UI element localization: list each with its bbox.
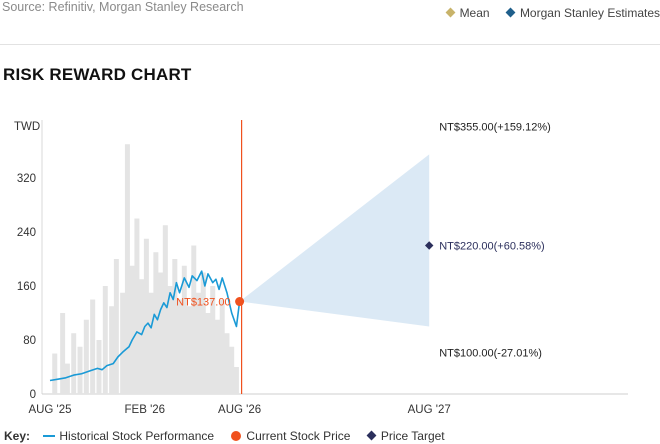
volume-bar xyxy=(229,346,235,394)
volume-bar xyxy=(134,218,140,394)
volume-bar xyxy=(71,333,77,394)
volume-bar xyxy=(172,259,178,394)
volume-bar xyxy=(124,144,130,394)
volume-bar xyxy=(102,286,108,394)
projection-cone xyxy=(239,154,430,327)
volume-bar xyxy=(210,286,216,394)
y-axis-label: TWD xyxy=(14,121,40,133)
key-historical-label: Historical Stock Performance xyxy=(59,429,215,443)
current-price-label: NT$137.00 xyxy=(176,297,230,309)
volume-bar xyxy=(64,363,70,394)
chart-key: Key: Historical Stock Performance Curren… xyxy=(4,429,459,443)
y-tick-label: 0 xyxy=(30,389,36,401)
volume-bar xyxy=(109,306,115,394)
volume-bar xyxy=(186,306,192,394)
volume-bar xyxy=(129,265,135,394)
y-tick-label: 240 xyxy=(17,227,36,239)
volume-bar xyxy=(191,245,197,394)
volume-bar xyxy=(233,367,239,394)
x-tick-label: AUG '25 xyxy=(28,404,71,416)
price-target-diamond xyxy=(424,241,434,250)
key-current-label: Current Stock Price xyxy=(246,429,351,443)
volume-bar xyxy=(90,299,96,394)
volume-bar xyxy=(148,292,154,394)
x-tick-label: AUG '26 xyxy=(218,404,261,416)
y-tick-label: 320 xyxy=(17,173,36,185)
line-icon xyxy=(43,434,56,437)
volume-bar xyxy=(200,272,206,394)
volume-bar xyxy=(196,292,202,394)
source-note: Source: Refinitiv, Morgan Stanley Resear… xyxy=(2,0,244,14)
y-tick-label: 80 xyxy=(23,335,36,347)
key-label: Key: xyxy=(4,429,31,443)
legend-mean-label: Mean xyxy=(459,6,490,20)
volume-bar xyxy=(139,279,145,394)
volume-bar xyxy=(224,333,230,394)
volume-bar xyxy=(77,346,83,394)
divider xyxy=(0,44,660,45)
volume-bar xyxy=(120,292,126,394)
volume-bar xyxy=(181,265,187,394)
volume-bar xyxy=(143,238,149,394)
bear-case-label: NT$100.00(-27.01%) xyxy=(439,348,542,360)
volume-bar xyxy=(153,252,159,394)
volume-bar xyxy=(219,299,225,394)
current-price-dot xyxy=(235,297,245,307)
volume-bar xyxy=(167,286,173,394)
bull-case-label: NT$355.00(+159.12%) xyxy=(439,121,551,133)
x-tick-label: FEB '26 xyxy=(125,404,166,416)
key-target-label: Price Target xyxy=(380,429,445,443)
volume-bar xyxy=(214,319,220,394)
top-legend: Mean Morgan Stanley Estimates xyxy=(433,6,660,20)
dot-icon xyxy=(231,430,242,441)
key-target: Price Target xyxy=(366,429,445,443)
volume-bar xyxy=(162,225,168,394)
volume-bar xyxy=(60,313,66,394)
volume-bar xyxy=(158,272,164,394)
base-case-label: NT$220.00(+60.58%) xyxy=(439,241,544,253)
volume-bar xyxy=(52,353,58,394)
diamond-icon xyxy=(366,430,377,441)
volume-bar xyxy=(96,340,102,394)
historical-price-line xyxy=(49,270,241,382)
y-tick-label: 160 xyxy=(17,281,36,293)
volume-bar xyxy=(177,299,183,394)
key-historical: Historical Stock Performance xyxy=(43,429,214,443)
chart-title: RISK REWARD CHART xyxy=(3,65,192,84)
volume-bar xyxy=(83,319,89,394)
volume-bar xyxy=(113,259,119,394)
key-current: Current Stock Price xyxy=(231,429,350,443)
legend-mean: Mean xyxy=(445,6,493,20)
legend-ms-estimates: Morgan Stanley Estimates xyxy=(505,6,660,20)
legend-ms-estimates-label: Morgan Stanley Estimates xyxy=(519,6,660,20)
volume-bar xyxy=(205,313,211,394)
x-tick-label: AUG '27 xyxy=(408,404,451,416)
